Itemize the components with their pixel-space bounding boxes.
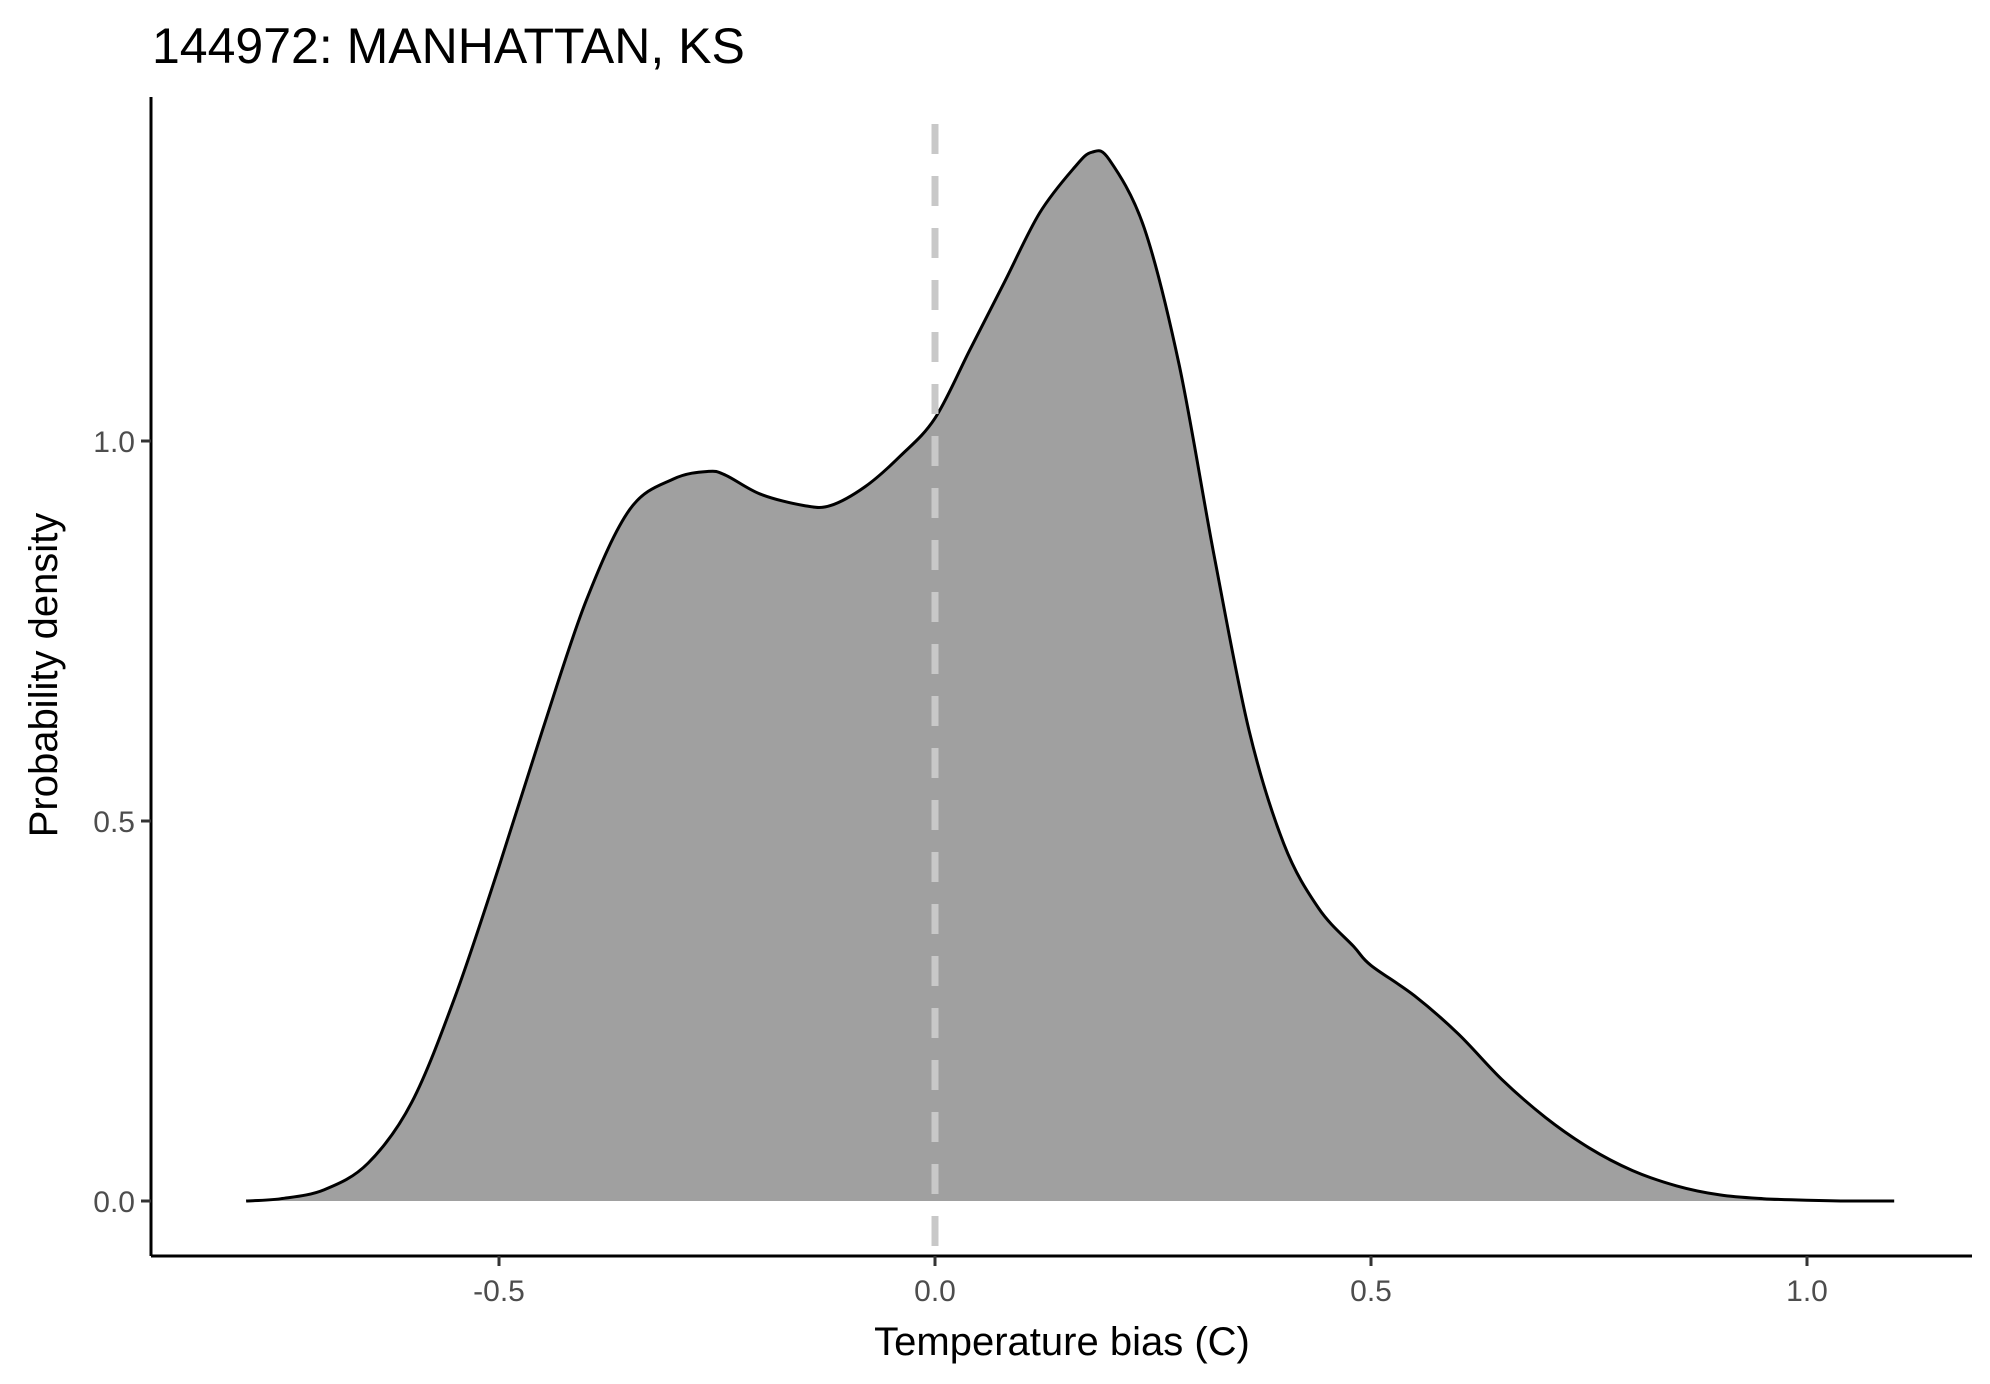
y-tick-label: 0.5	[93, 806, 135, 839]
x-tick-label: 0.5	[1350, 1275, 1392, 1308]
x-tick-label: -0.5	[473, 1275, 525, 1308]
x-tick-label: 1.0	[1786, 1275, 1828, 1308]
density-area	[246, 150, 1895, 1202]
y-tick-label: 1.0	[93, 426, 135, 459]
x-axis-title: Temperature bias (C)	[874, 1320, 1250, 1364]
chart-title: 144972: MANHATTAN, KS	[152, 18, 745, 74]
density-curve	[245, 149, 1895, 1203]
y-axis-title: Probability density	[22, 513, 66, 838]
x-axis-ticks: -0.5 0.0 0.5 1.0	[473, 1256, 1828, 1308]
x-tick-label: 0.0	[914, 1275, 956, 1308]
plot-area	[245, 124, 1895, 1256]
y-axis-ticks: 0.0 0.5 1.0	[93, 426, 151, 1219]
y-tick-label: 0.0	[93, 1186, 135, 1219]
